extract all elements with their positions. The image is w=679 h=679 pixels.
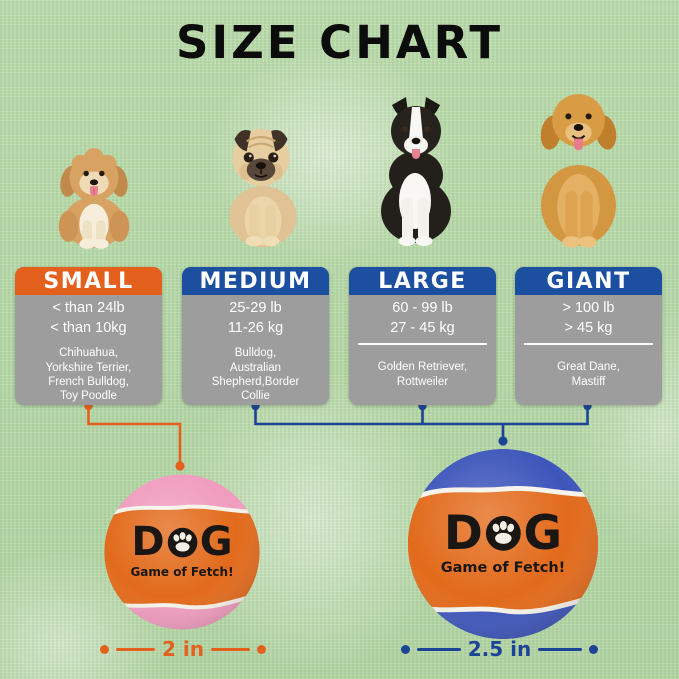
size-card-large-label: LARGE bbox=[378, 268, 467, 294]
paw-icon bbox=[167, 527, 197, 558]
size-card-large: LARGE 60 - 99 lb 27 - 45 kg Golden Retri… bbox=[349, 267, 496, 405]
size-card-giant-body: > 100 lb > 45 kg Great Dane, Mastiff bbox=[515, 295, 662, 405]
paw-icon bbox=[485, 516, 521, 551]
size-card-giant-weights: > 100 lb > 45 kg bbox=[562, 300, 615, 336]
size-card-large-breeds: Golden Retriever, Rottweiler bbox=[377, 361, 468, 388]
size-card-small: SMALL < than 24lb < than 10kg Chihuahua,… bbox=[15, 267, 162, 405]
dimension-line bbox=[116, 647, 156, 651]
page-title: SIZE CHART bbox=[175, 16, 504, 69]
small-ball-size-label: 2 in bbox=[162, 637, 204, 661]
dimension-line bbox=[211, 647, 251, 651]
size-card-small-breeds: Chihuahua, Yorkshire Terrier, French Bul… bbox=[45, 347, 132, 403]
size-card-small-label: SMALL bbox=[43, 268, 134, 294]
large-ball-dimension: 2.5 in bbox=[401, 637, 598, 661]
pug-illustration bbox=[229, 128, 297, 248]
size-card-small-weights: < than 24lb < than 10kg bbox=[50, 300, 127, 336]
divider bbox=[357, 343, 488, 346]
size-card-medium-header: MEDIUM bbox=[182, 267, 329, 295]
size-card-giant-label: GIANT bbox=[546, 268, 631, 294]
size-card-giant-breeds: Great Dane, Mastiff bbox=[557, 361, 620, 388]
ball-tagline: Game of Fetch! bbox=[440, 560, 566, 576]
size-card-medium: MEDIUM 25-29 lb 11-26 kg Bulldog, Austra… bbox=[182, 267, 329, 405]
size-card-giant: GIANT > 100 lb > 45 kg Great Dane, Masti… bbox=[515, 267, 662, 405]
logo-letter-d: D bbox=[443, 506, 483, 561]
logo-letter-g: G bbox=[199, 519, 233, 566]
small-tennis-ball: D G Game of Fetch! bbox=[102, 470, 262, 634]
dimension-line bbox=[417, 647, 461, 651]
dog-logo: D G bbox=[405, 510, 601, 557]
dimension-endpoint-dot bbox=[257, 644, 267, 654]
size-card-medium-weights: 25-29 lb 11-26 kg bbox=[227, 300, 284, 336]
size-card-small-header: SMALL bbox=[15, 267, 162, 295]
logo-letter-d: D bbox=[131, 519, 165, 566]
size-card-giant-header: GIANT bbox=[515, 267, 662, 295]
large-tennis-ball: D G Game of Fetch! bbox=[405, 444, 601, 644]
dimension-endpoint-dot bbox=[401, 644, 410, 654]
ball-tagline: Game of Fetch! bbox=[130, 565, 234, 580]
size-card-medium-body: 25-29 lb 11-26 kg Bulldog, Australian Sh… bbox=[182, 295, 329, 405]
size-card-large-header: LARGE bbox=[349, 267, 496, 295]
small-ball-print: D G Game of Fetch! bbox=[102, 522, 262, 579]
small-ball-dimension: 2 in bbox=[100, 637, 267, 661]
dimension-endpoint-dot bbox=[589, 644, 598, 654]
divider bbox=[523, 343, 654, 346]
dimension-line bbox=[538, 647, 582, 651]
size-card-large-body: 60 - 99 lb 27 - 45 kg Golden Retriever, … bbox=[349, 295, 496, 405]
small-dog-illustration bbox=[58, 148, 130, 249]
size-card-large-weights: 60 - 99 lb 27 - 45 kg bbox=[390, 300, 455, 336]
dimension-endpoint-dot bbox=[100, 644, 109, 654]
size-card-medium-label: MEDIUM bbox=[199, 268, 312, 294]
size-card-medium-breeds: Bulldog, Australian Shepherd,Border Coll… bbox=[211, 347, 300, 403]
dog-logo: D G bbox=[102, 522, 262, 562]
border-collie-illustration bbox=[381, 97, 451, 246]
large-ball-size-label: 2.5 in bbox=[467, 637, 532, 661]
large-ball-print: D G Game of Fetch! bbox=[405, 510, 601, 576]
golden-retriever-illustration bbox=[540, 94, 617, 248]
size-card-small-body: < than 24lb < than 10kg Chihuahua, Yorks… bbox=[15, 295, 162, 405]
logo-letter-g: G bbox=[523, 506, 563, 561]
